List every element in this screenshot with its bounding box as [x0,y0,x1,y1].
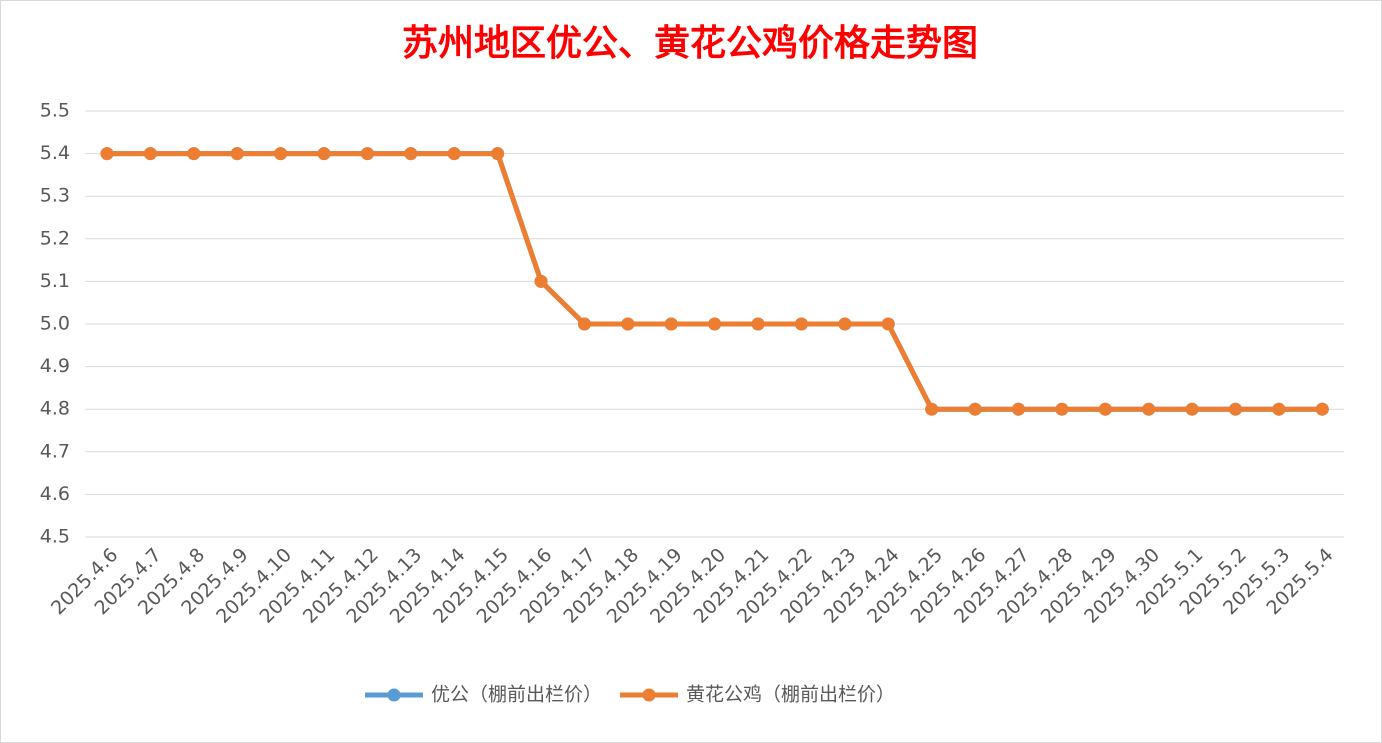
data-point [708,317,722,331]
data-point [1228,402,1242,416]
y-tick-label: 4.7 [40,440,70,462]
legend-marker [642,688,656,702]
data-point [664,317,678,331]
y-tick-label: 5.1 [40,270,70,292]
data-point [534,274,548,288]
data-point [1142,402,1156,416]
data-point [968,402,982,416]
data-point [1055,402,1069,416]
legend-item: 黄花公鸡（棚前出栏价） [620,684,895,706]
data-point [1272,402,1286,416]
data-point [1185,402,1199,416]
data-point [274,147,288,161]
chart-title: 苏州地区优公、黄花公鸡价格走势图 [402,22,978,64]
data-point [230,147,244,161]
data-point [925,402,939,416]
y-tick-label: 4.5 [40,526,70,548]
data-point [1098,402,1112,416]
data-point [360,147,374,161]
data-point [881,317,895,331]
y-tick-label: 5.4 [40,142,70,164]
y-tick-label: 5.3 [40,185,70,207]
legend-marker [387,688,401,702]
y-tick-label: 4.9 [40,355,70,377]
data-point [187,147,201,161]
data-point [577,317,591,331]
data-point [100,147,114,161]
data-point [838,317,852,331]
data-point [317,147,331,161]
legend-item: 优公（棚前出栏价） [365,684,602,706]
data-point [794,317,808,331]
y-tick-label: 4.6 [40,483,70,505]
y-tick-label: 5.0 [40,313,70,335]
y-tick-label: 5.5 [40,100,70,122]
data-point [491,147,505,161]
data-point [621,317,635,331]
data-point [1315,402,1329,416]
data-point [751,317,765,331]
data-point [447,147,461,161]
legend-label: 黄花公鸡（棚前出栏价） [686,684,895,706]
y-tick-label: 5.2 [40,227,70,249]
legend-label: 优公（棚前出栏价） [431,684,602,706]
y-tick-label: 4.8 [40,398,70,420]
data-point [404,147,418,161]
data-point [1011,402,1025,416]
data-point [143,147,157,161]
